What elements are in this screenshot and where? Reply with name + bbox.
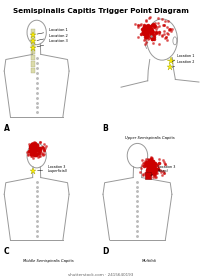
Text: Semispinalis Capitis Trigger Point Diagram: Semispinalis Capitis Trigger Point Diagr… — [12, 8, 188, 14]
Text: shutterstock.com · 2415640193: shutterstock.com · 2415640193 — [67, 273, 133, 277]
Text: Location 3: Location 3 — [37, 39, 68, 47]
FancyBboxPatch shape — [31, 61, 35, 67]
Text: A: A — [4, 124, 10, 133]
FancyBboxPatch shape — [31, 36, 35, 41]
Text: C: C — [4, 247, 9, 256]
Text: D: D — [102, 247, 108, 256]
FancyBboxPatch shape — [31, 48, 35, 54]
Text: Location 2: Location 2 — [37, 34, 68, 41]
Text: Multifidi: Multifidi — [142, 259, 156, 263]
Text: Upper Semispinalis Capitis: Upper Semispinalis Capitis — [124, 136, 174, 140]
FancyBboxPatch shape — [31, 29, 35, 35]
Text: Location 1: Location 1 — [37, 28, 68, 34]
FancyBboxPatch shape — [31, 55, 35, 60]
Text: Middle Semispinalis Capitis: Middle Semispinalis Capitis — [23, 259, 73, 263]
Text: Location 1: Location 1 — [171, 54, 194, 61]
Text: Location 3
(deep): Location 3 (deep) — [150, 165, 174, 175]
Bar — [144, 172, 150, 179]
Text: Location 2: Location 2 — [171, 60, 194, 67]
Text: Location 3
(superficial): Location 3 (superficial) — [37, 165, 68, 174]
Text: B: B — [102, 124, 108, 133]
FancyBboxPatch shape — [31, 68, 35, 73]
FancyBboxPatch shape — [31, 42, 35, 48]
